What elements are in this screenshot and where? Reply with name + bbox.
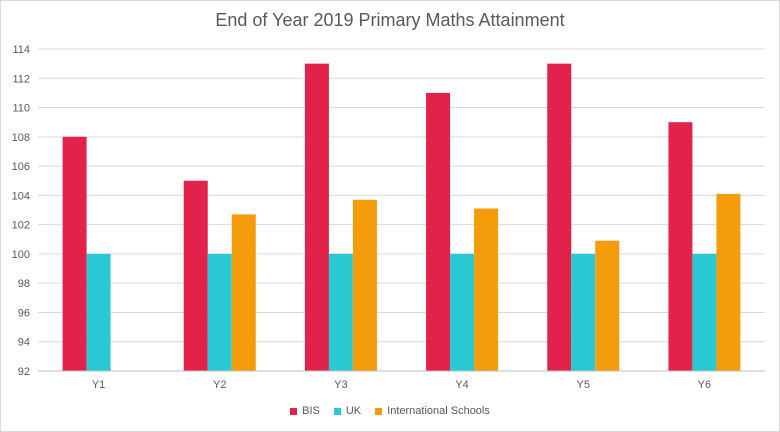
bar-uk — [692, 253, 717, 371]
y-tick-label: 96 — [18, 307, 30, 319]
x-tick-label: Y2 — [213, 379, 226, 391]
bar-bis — [304, 63, 329, 372]
legend-swatch — [375, 407, 383, 415]
legend-item: BIS — [290, 405, 320, 417]
chart-title: End of Year 2019 Primary Maths Attainmen… — [215, 10, 565, 30]
y-tick-label: 104 — [12, 190, 30, 202]
bar-bis — [668, 122, 693, 371]
y-tick-label: 114 — [12, 44, 30, 56]
x-tick-label: Y5 — [577, 379, 590, 391]
y-tick-label: 98 — [18, 278, 30, 290]
y-tick-label: 92 — [18, 366, 30, 378]
bar-uk — [571, 253, 596, 371]
legend-swatch — [290, 407, 298, 415]
bar-bis — [426, 92, 451, 371]
y-tick-label: 110 — [12, 103, 30, 115]
y-tick-label: 102 — [12, 220, 30, 232]
x-tick-label: Y4 — [455, 379, 468, 391]
chart-legend: BIS UK International Schools — [0, 405, 780, 417]
y-tick-label: 94 — [18, 337, 30, 349]
bar-international-schools — [595, 240, 620, 371]
legend-swatch — [333, 407, 341, 415]
y-tick-label: 108 — [12, 132, 30, 144]
x-tick-label: Y6 — [698, 379, 711, 391]
legend-label: BIS — [302, 405, 320, 417]
bar-uk — [328, 253, 353, 371]
y-tick-label: 100 — [12, 249, 30, 261]
bar-international-schools — [352, 199, 377, 371]
y-tick-label: 112 — [12, 73, 30, 85]
legend-item: International Schools — [375, 405, 490, 417]
legend-label: UK — [345, 405, 362, 417]
x-tick-label: Y3 — [334, 379, 347, 391]
bar-international-schools — [231, 214, 256, 371]
bar-uk — [207, 253, 232, 371]
bar-uk — [450, 253, 475, 371]
bar-bis — [547, 63, 572, 372]
x-tick-label: Y1 — [92, 379, 105, 391]
bar-international-schools — [474, 208, 499, 371]
bar-bis — [183, 180, 208, 371]
bar-bis — [62, 136, 87, 371]
bar-international-schools — [716, 193, 741, 371]
legend-label: International Schools — [387, 405, 490, 417]
legend-item: UK — [333, 405, 362, 417]
y-tick-label: 106 — [12, 161, 30, 173]
bar-uk — [86, 253, 111, 371]
